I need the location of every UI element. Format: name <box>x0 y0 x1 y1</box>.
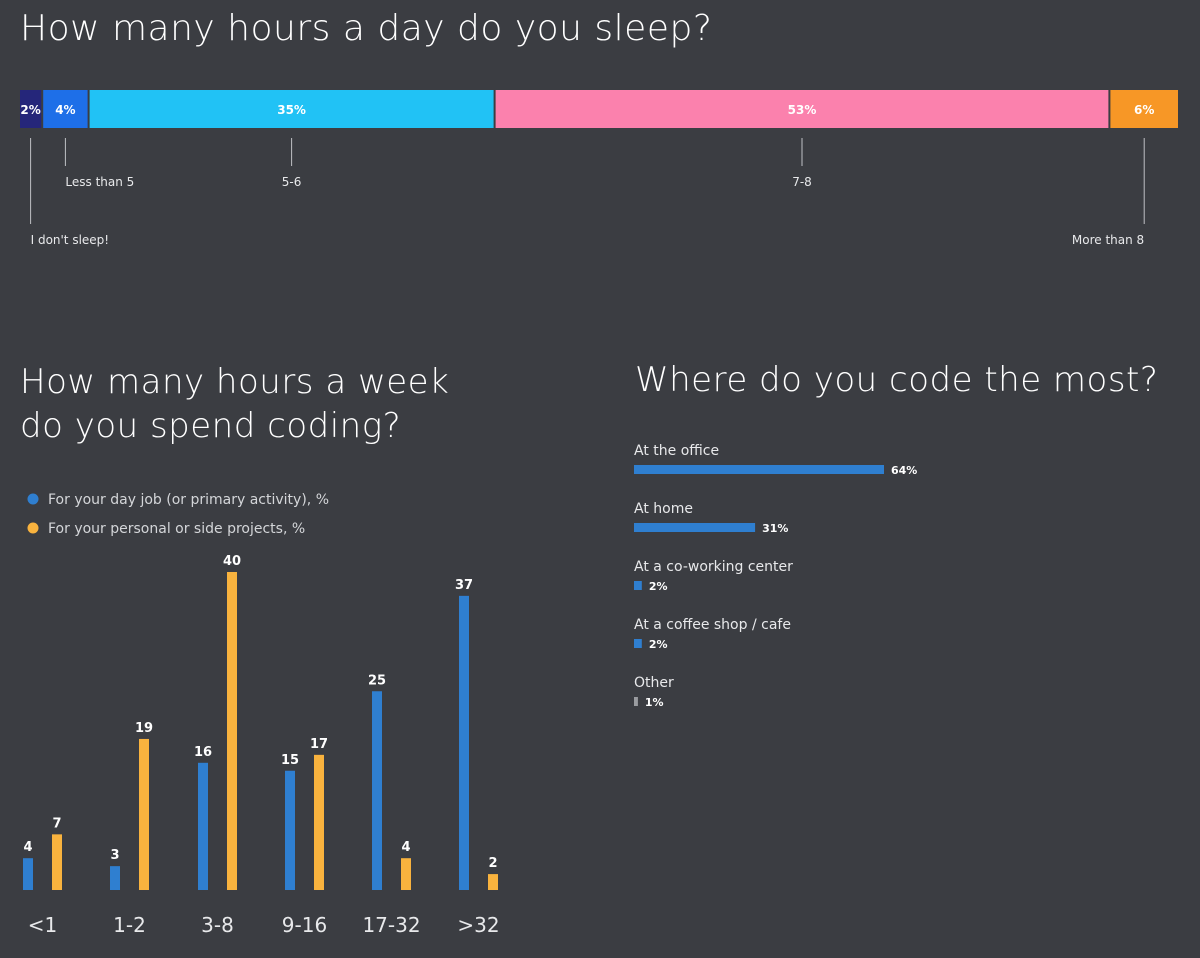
week-category-label: 3-8 <box>201 913 234 937</box>
week-category-label: 9-16 <box>282 913 327 937</box>
week-bar-value: 37 <box>455 578 473 593</box>
sleep-segment <box>43 90 88 128</box>
sleep-segment <box>1110 90 1178 128</box>
sleep-chart: 2% I don't sleep! 4% Less than 5 35% 5-6 53% 7-… <box>20 90 1178 247</box>
where-bar <box>634 697 638 706</box>
week-bar <box>227 572 237 890</box>
week-bar-value: 4 <box>23 840 32 855</box>
week-bar-value: 40 <box>223 554 241 569</box>
week-category-label: <1 <box>28 913 57 937</box>
sleep-segment-label: 35% <box>277 103 306 117</box>
week-bar <box>139 738 149 890</box>
week-bar <box>110 866 120 890</box>
week-bar <box>52 834 62 890</box>
week-bar <box>23 858 33 890</box>
week-category-label: 17-32 <box>362 913 420 937</box>
week-bar <box>285 770 295 890</box>
sleep-category-label: 5-6 <box>282 175 302 189</box>
where-chart: At the office 64% At home 31% At a co-workin… <box>634 443 917 709</box>
where-bar-value: 64% <box>891 464 917 477</box>
sleep-segment <box>495 90 1109 128</box>
legend-marker <box>27 493 39 505</box>
sleep-segment <box>20 90 42 128</box>
where-item-label: At a coffee shop / cafe <box>634 617 791 633</box>
week-bar <box>314 754 324 890</box>
sleep-segment-label: 53% <box>788 103 817 117</box>
where-chart-title: Where do you code the most? <box>635 360 1159 400</box>
week-chart-title: How many hours a week do you spend codin… <box>20 360 540 448</box>
where-bar <box>634 639 642 648</box>
sleep-segment <box>89 90 494 128</box>
where-bar <box>634 465 884 474</box>
week-bar-value: 16 <box>194 745 212 760</box>
where-bar-value: 2% <box>649 638 668 651</box>
week-bar-value: 15 <box>281 753 299 768</box>
sleep-segment-label: 4% <box>55 103 75 117</box>
week-bar-value: 17 <box>310 737 328 752</box>
week-bar <box>488 874 498 890</box>
week-title-line2: do you spend coding? <box>20 406 402 446</box>
where-bar-value: 2% <box>649 580 668 593</box>
week-bar <box>198 762 208 890</box>
week-bar-value: 2 <box>488 856 497 871</box>
sleep-category-label: 7-8 <box>792 175 812 189</box>
legend-label: For your day job (or primary activity), … <box>48 492 329 508</box>
week-title-line1: How many hours a week <box>20 362 450 402</box>
where-bar-value: 1% <box>645 696 664 709</box>
sleep-category-label: More than 8 <box>1072 233 1144 247</box>
where-bar-value: 31% <box>762 522 788 535</box>
where-item-label: Other <box>634 675 674 691</box>
week-bar <box>401 858 411 890</box>
week-chart: For your day job (or primary activity), … <box>23 492 500 937</box>
sleep-segment-label: 6% <box>1134 103 1154 117</box>
week-bar-value: 3 <box>110 848 119 863</box>
sleep-category-label: Less than 5 <box>65 175 134 189</box>
where-bar <box>634 581 642 590</box>
where-item-label: At a co-working center <box>634 559 793 575</box>
week-category-label: >32 <box>457 913 499 937</box>
legend-marker <box>27 522 39 534</box>
week-category-label: 1-2 <box>113 913 146 937</box>
sleep-category-label: I don't sleep! <box>31 233 110 247</box>
week-bar <box>372 691 382 890</box>
week-bar-value: 19 <box>135 721 153 736</box>
week-bar <box>459 595 469 890</box>
week-bar-value: 4 <box>401 840 410 855</box>
week-bar-value: 7 <box>52 816 61 831</box>
where-item-label: At home <box>634 501 693 517</box>
sleep-chart-title: How many hours a day do you sleep? <box>20 8 713 49</box>
where-item-label: At the office <box>634 443 719 459</box>
sleep-segment-label: 2% <box>20 103 40 117</box>
week-bar-value: 25 <box>368 673 386 688</box>
where-bar <box>634 523 756 532</box>
legend-label: For your personal or side projects, % <box>48 521 305 537</box>
